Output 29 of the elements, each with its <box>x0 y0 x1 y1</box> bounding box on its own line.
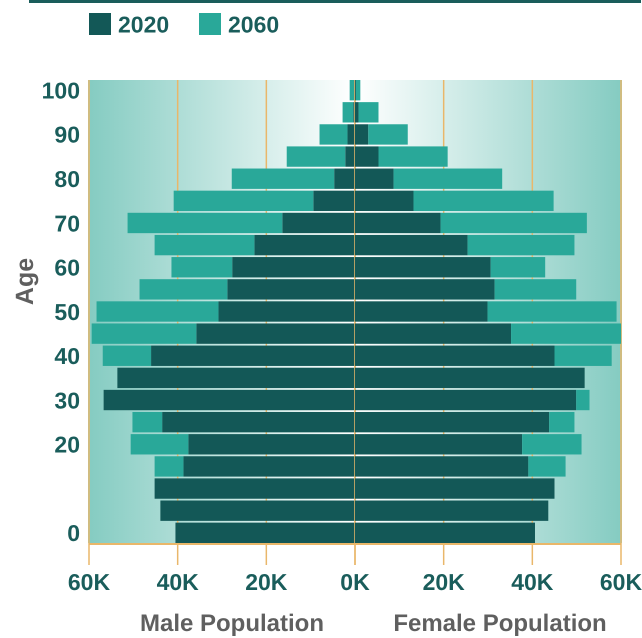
bar <box>96 301 218 322</box>
bar <box>320 124 348 145</box>
x-tick-label: 40K <box>511 569 554 595</box>
y-tick-label: 40 <box>54 343 80 370</box>
y-tick-label: 20 <box>54 432 80 458</box>
y-tick-label: 30 <box>54 387 80 414</box>
bar <box>128 212 282 234</box>
y-axis-title: Age <box>11 258 39 306</box>
y-tick-label: 60 <box>54 254 80 281</box>
x-axis-title: Male Population <box>140 610 324 637</box>
x-tick-label: 40K <box>156 569 200 595</box>
y-tick-label: 0 <box>67 520 80 546</box>
bar <box>488 301 617 322</box>
bar <box>576 390 590 410</box>
y-tick-label: 80 <box>54 166 80 192</box>
bar <box>368 124 408 145</box>
y-tick-label: 50 <box>54 298 80 325</box>
x-tick-label: 0K <box>340 569 370 595</box>
legend-label: 2060 <box>228 11 280 38</box>
x-axis-title: Female Population <box>393 610 607 637</box>
y-tick-label: 100 <box>42 77 80 104</box>
y-tick-label: 90 <box>54 122 80 148</box>
x-tick-label: 60K <box>600 569 642 595</box>
y-tick-label: 70 <box>54 210 80 236</box>
x-tick-label: 20K <box>422 569 466 595</box>
legend-label: 2020 <box>118 11 170 38</box>
bar <box>440 212 587 234</box>
x-tick-label: 60K <box>68 569 110 595</box>
x-tick-label: 20K <box>245 569 288 595</box>
